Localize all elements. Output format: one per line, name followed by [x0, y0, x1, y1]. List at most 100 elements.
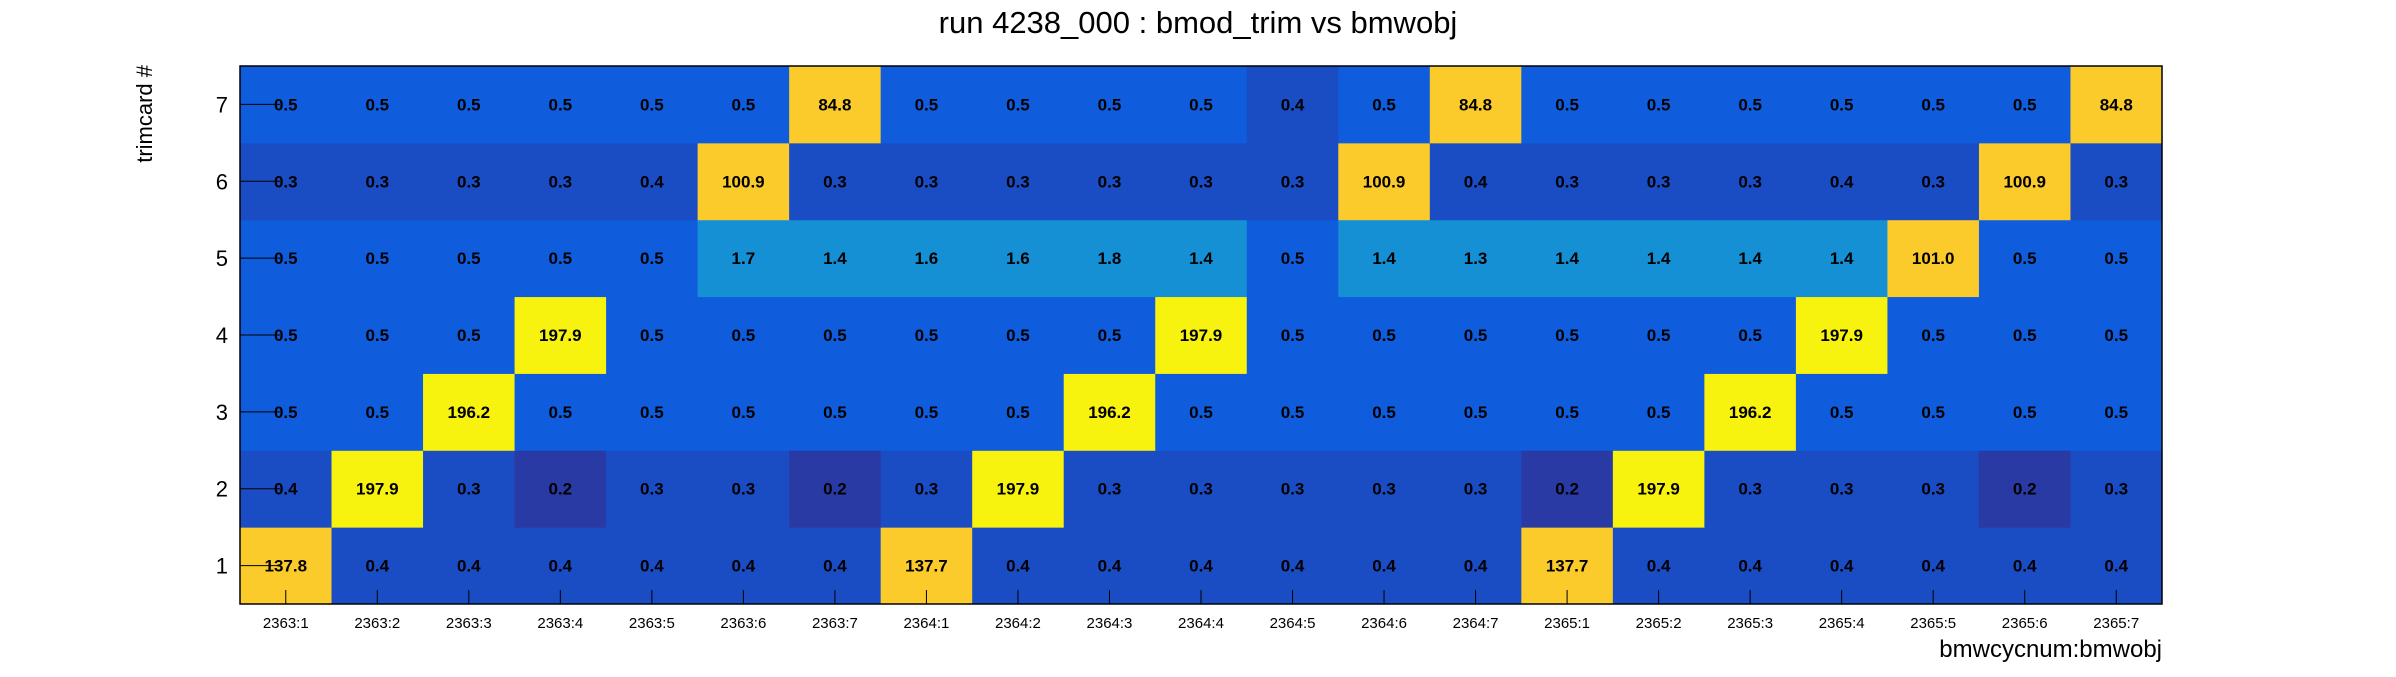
cell-value-label: 0.5 — [1372, 403, 1396, 422]
heatmap-cell — [880, 296, 973, 374]
cell-value-label: 196.2 — [448, 403, 491, 422]
cell-value-label: 0.4 — [2013, 557, 2037, 576]
heatmap-cell — [1063, 296, 1156, 374]
x-tick-label: 2365:6 — [2002, 615, 2048, 632]
heatmap-cell — [1246, 450, 1339, 528]
cell-value-label: 197.9 — [1637, 480, 1680, 499]
heatmap-cell — [972, 296, 1065, 374]
heatmap-cell — [1063, 219, 1156, 298]
cell-value-label: 0.3 — [1921, 172, 1945, 191]
cell-value-label: 0.5 — [1830, 403, 1854, 422]
cell-value-label: 0.5 — [457, 249, 481, 268]
heatmap-cell — [1795, 296, 1888, 374]
cell-value-label: 1.7 — [732, 249, 756, 268]
cell-value-label: 0.3 — [1738, 172, 1762, 191]
y-tick-label: 7 — [216, 92, 228, 117]
cell-value-label: 0.3 — [2104, 172, 2128, 191]
heatmap-cell — [1155, 450, 1248, 528]
cell-value-label: 0.4 — [1921, 557, 1945, 576]
cell-value-label: 0.5 — [823, 326, 847, 345]
cell-value-label: 0.5 — [640, 249, 664, 268]
cell-value-label: 0.3 — [274, 172, 298, 191]
heatmap-cell — [423, 66, 516, 144]
heatmap-cell — [789, 296, 882, 374]
cell-value-label: 197.9 — [1820, 326, 1863, 345]
cell-value-label: 0.5 — [1189, 95, 1213, 114]
heatmap-cell — [880, 450, 973, 528]
cell-value-label: 0.5 — [365, 95, 389, 114]
heatmap-cell — [1155, 66, 1248, 144]
cell-value-label: 0.5 — [274, 326, 298, 345]
y-tick-label: 3 — [216, 400, 228, 425]
heatmap-cell — [1978, 373, 2071, 451]
heatmap-cell — [972, 450, 1065, 528]
cell-value-label: 0.5 — [1464, 326, 1488, 345]
cell-value-label: 0.3 — [1006, 172, 1030, 191]
cell-value-label: 0.5 — [549, 403, 573, 422]
heatmap-cell — [2070, 373, 2163, 451]
cell-value-label: 0.3 — [1464, 480, 1488, 499]
heatmap-cell — [1521, 296, 1614, 374]
heatmap-cell — [1429, 66, 1522, 144]
heatmap-cell — [880, 66, 973, 144]
heatmap-cell — [1429, 450, 1522, 528]
cell-value-label: 1.4 — [1555, 249, 1579, 268]
heatmap-cell — [972, 373, 1065, 451]
cell-value-label: 0.5 — [274, 249, 298, 268]
heatmap-cell — [697, 219, 790, 298]
cell-value-label: 0.4 — [640, 172, 664, 191]
heatmap-cell — [514, 66, 607, 144]
heatmap-cell — [1155, 373, 1248, 451]
cell-value-label: 0.5 — [549, 95, 573, 114]
heatmap-cell — [1887, 142, 1980, 221]
heatmap-cell — [2070, 296, 2163, 374]
cell-value-label: 0.5 — [1281, 403, 1305, 422]
heatmap-cell — [606, 66, 699, 144]
heatmap-cell — [1704, 450, 1797, 528]
heatmap-cell — [2070, 66, 2163, 144]
heatmap-cell — [1429, 373, 1522, 451]
heatmap-cell — [789, 450, 882, 528]
heatmap-cell — [1338, 219, 1431, 298]
cell-value-label: 0.5 — [1647, 326, 1671, 345]
heatmap-cell — [1246, 373, 1339, 451]
heatmap-cell — [606, 219, 699, 298]
cell-value-labels: 137.8 0.4 0.4 0.4 0.4 0.4 0.4 137.7 0.4 0.4 0.4 0.4… — [264, 95, 2132, 575]
cell-value-label: 0.4 — [2104, 557, 2128, 576]
heatmap-cell — [1338, 373, 1431, 451]
cell-value-label: 0.5 — [1281, 249, 1305, 268]
cell-value-label: 84.8 — [1459, 95, 1492, 114]
x-tick-label: 2363:3 — [446, 615, 492, 632]
heatmap-cell — [972, 66, 1065, 144]
heatmap-cell — [331, 450, 424, 528]
cell-value-label: 0.5 — [274, 95, 298, 114]
heatmap-cell — [1246, 296, 1339, 374]
x-tick-label: 2363:4 — [537, 615, 583, 632]
heatmap-cell — [331, 219, 424, 298]
cell-value-label: 0.5 — [2013, 249, 2037, 268]
heatmap-cell — [789, 219, 882, 298]
cell-value-label: 0.5 — [1189, 403, 1213, 422]
cell-value-label: 0.3 — [1189, 480, 1213, 499]
heatmap-cell — [880, 219, 973, 298]
heatmap-cell — [880, 373, 973, 451]
cell-value-label: 0.5 — [2013, 403, 2037, 422]
y-tick-labels: 1 2 3 4 5 6 7 — [216, 92, 228, 578]
heatmap-cell — [697, 142, 790, 221]
heatmap-cell — [1246, 142, 1339, 221]
heatmap-cell — [1521, 450, 1614, 528]
x-tick-label: 2364:7 — [1453, 615, 1499, 632]
heatmap-cell — [331, 373, 424, 451]
heatmap-cell — [2070, 219, 2163, 298]
cell-value-label: 0.2 — [2013, 480, 2037, 499]
cell-value-label: 1.8 — [1098, 249, 1122, 268]
heatmap-cell — [880, 142, 973, 221]
y-tick-label: 4 — [216, 323, 228, 348]
heatmap-cell — [789, 142, 882, 221]
heatmap-cell — [1795, 450, 1888, 528]
cell-value-label: 0.5 — [1738, 326, 1762, 345]
cell-value-label: 0.4 — [732, 557, 756, 576]
cell-value-label: 0.3 — [365, 172, 389, 191]
cell-value-label: 0.5 — [1921, 403, 1945, 422]
